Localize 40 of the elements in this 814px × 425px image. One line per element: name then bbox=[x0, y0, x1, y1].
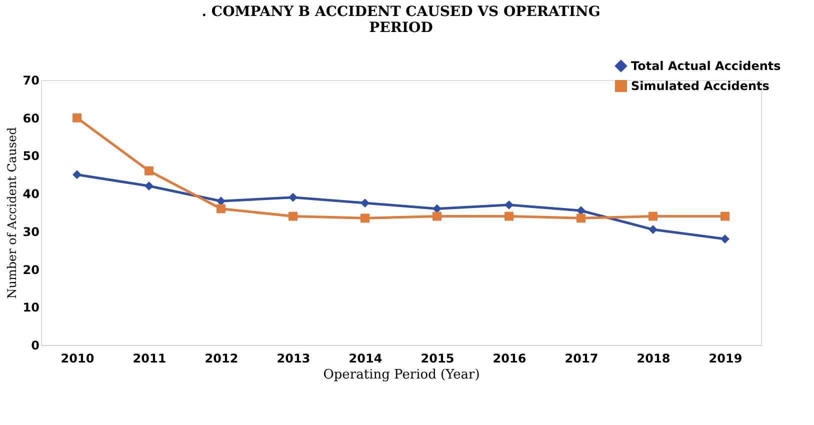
point bbox=[144, 182, 154, 190]
y-tick-label: 0 bbox=[31, 338, 40, 352]
y-tick-label: 50 bbox=[22, 149, 40, 164]
y-tick-label: 40 bbox=[22, 187, 40, 202]
point bbox=[360, 198, 370, 208]
x-tick-label: 2019 bbox=[708, 352, 742, 366]
point bbox=[288, 192, 298, 202]
point bbox=[648, 225, 658, 234]
point bbox=[216, 204, 226, 214]
point bbox=[504, 212, 514, 221]
y-tick-label: 70 bbox=[22, 74, 40, 88]
x-tick-label: 2010 bbox=[60, 352, 94, 366]
y-tick-label: 10 bbox=[22, 300, 40, 315]
point bbox=[720, 212, 730, 221]
point bbox=[720, 234, 730, 244]
point bbox=[144, 166, 154, 176]
point bbox=[72, 113, 82, 122]
x-tick-label: 2018 bbox=[636, 352, 670, 366]
point bbox=[72, 170, 82, 180]
point bbox=[432, 212, 442, 221]
point bbox=[648, 212, 658, 221]
point bbox=[288, 212, 298, 221]
y-tick-label: 60 bbox=[22, 111, 40, 126]
legend-label: Simulated Accidents bbox=[631, 79, 770, 93]
point bbox=[360, 214, 370, 223]
point bbox=[576, 214, 586, 223]
chart-title: . COMPANY B ACCIDENT CAUSED VS OPERATING PERIOD bbox=[202, 4, 600, 36]
y-tick-label: 30 bbox=[22, 224, 40, 239]
x-tick-label: 2016 bbox=[492, 352, 526, 366]
x-tick-label: 2013 bbox=[276, 352, 310, 366]
point bbox=[504, 200, 514, 210]
y-axis-title: Number of Accident Caused bbox=[4, 126, 19, 299]
x-tick-label: 2017 bbox=[564, 352, 598, 366]
legend-label: Total Actual Accidents bbox=[631, 59, 781, 73]
x-tick-label: 2011 bbox=[132, 352, 166, 366]
x-tick-label: 2015 bbox=[420, 352, 454, 366]
x-axis-title: Operating Period (Year) bbox=[323, 368, 480, 382]
y-tick-label: 20 bbox=[22, 262, 40, 277]
x-tick-label: 2012 bbox=[204, 352, 238, 366]
x-tick-label: 2014 bbox=[348, 352, 382, 366]
